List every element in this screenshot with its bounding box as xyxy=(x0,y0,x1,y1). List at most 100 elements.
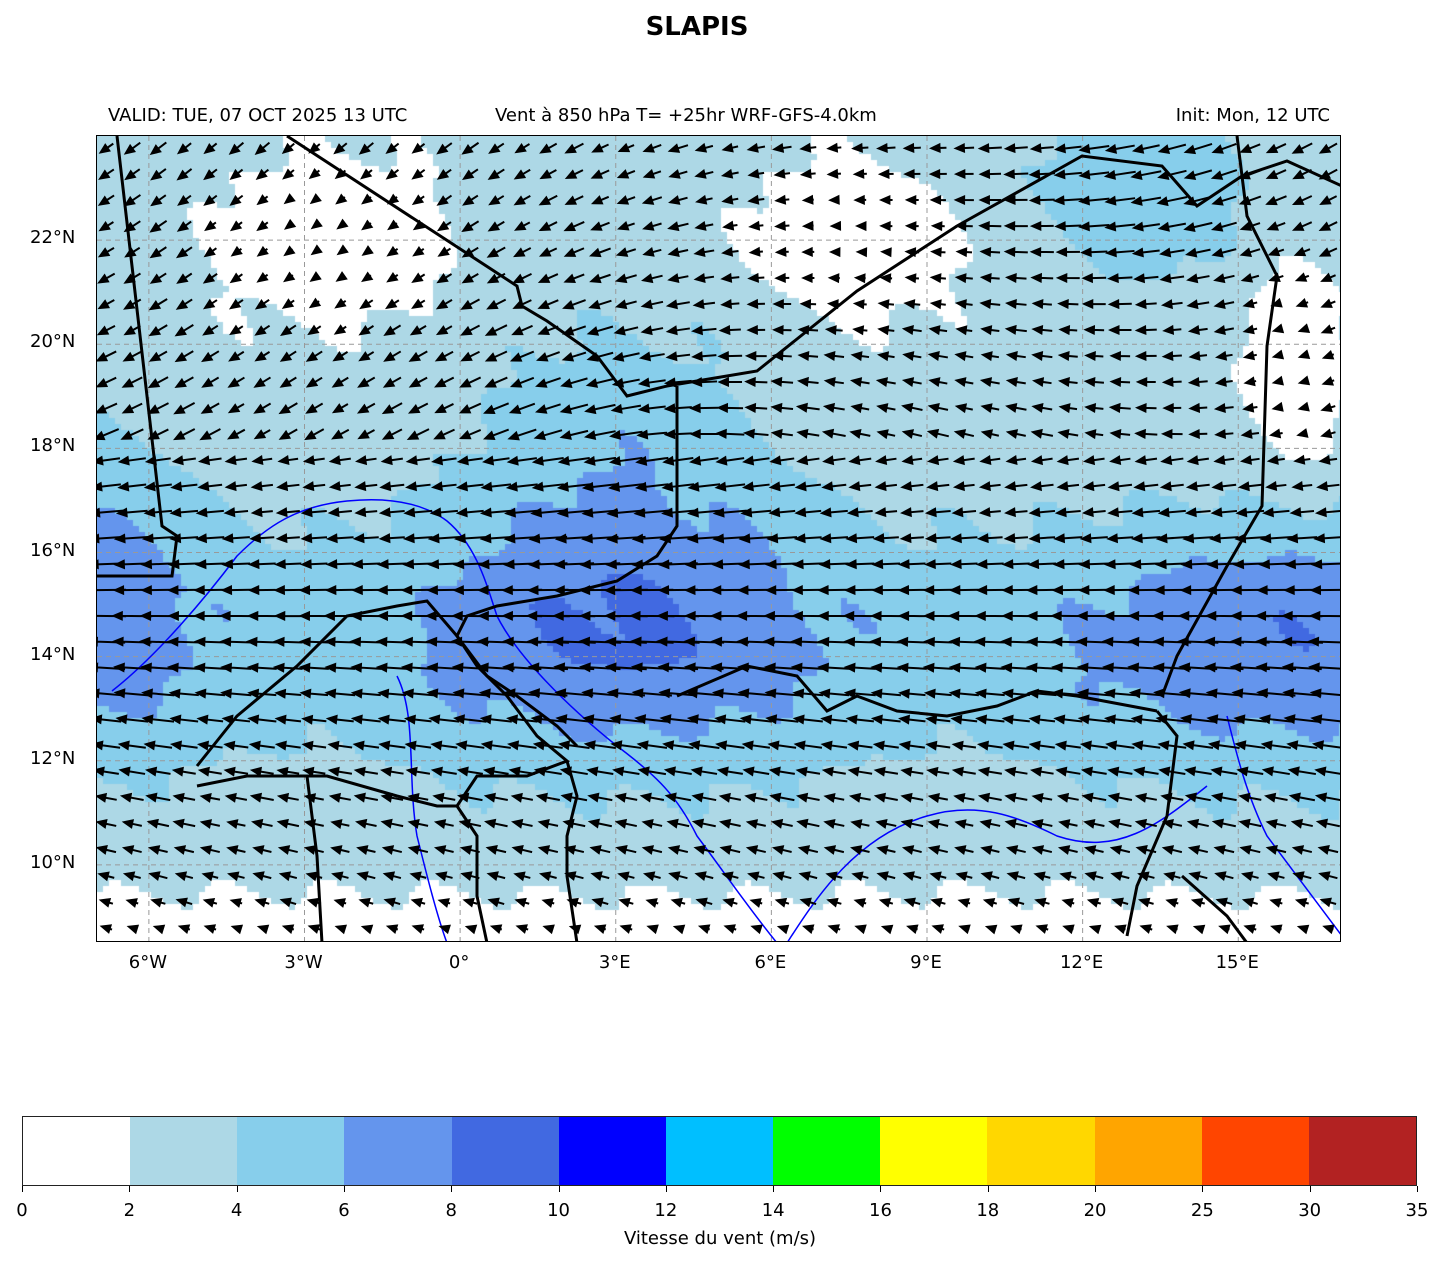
wind-vector xyxy=(1110,871,1130,881)
wind-vector xyxy=(828,194,840,205)
wind-vector xyxy=(612,351,640,362)
wind-vector xyxy=(875,455,897,466)
border-niger-nigeria xyxy=(676,664,1158,718)
wind-vector xyxy=(870,688,902,699)
wind-vector xyxy=(717,351,743,362)
wind-vector xyxy=(619,924,633,934)
wind-vector xyxy=(1264,792,1288,803)
wind-vector xyxy=(1027,688,1057,699)
wind-vector xyxy=(772,871,792,881)
wind-vector xyxy=(609,429,643,440)
wind-vector xyxy=(1308,610,1340,621)
wind-vector xyxy=(1061,898,1075,908)
wind-vector xyxy=(1182,740,1214,751)
wind-vector xyxy=(1130,714,1161,725)
wind-vector xyxy=(405,455,430,466)
wind-vector xyxy=(334,167,347,180)
wind-vector xyxy=(1056,481,1080,492)
wind-vector xyxy=(1291,221,1313,231)
wind-vector xyxy=(229,194,244,206)
wind-vector xyxy=(566,897,582,908)
colorbar-tick xyxy=(22,1186,23,1192)
wind-vector xyxy=(872,740,899,751)
wind-vector xyxy=(1105,247,1135,258)
wind-vector xyxy=(687,507,721,518)
wind-vector xyxy=(1215,897,1233,908)
wind-vector xyxy=(563,845,585,855)
wind-vector xyxy=(1107,792,1133,803)
wind-vector xyxy=(482,428,510,440)
wind-vector xyxy=(976,740,1003,751)
wind-vector xyxy=(1031,818,1053,829)
wind-vector xyxy=(1000,636,1032,647)
wind-vector xyxy=(176,272,193,284)
wind-vector xyxy=(562,818,586,829)
wind-vector xyxy=(874,481,898,492)
wind-vector xyxy=(302,481,326,492)
wind-vector xyxy=(506,714,538,725)
wind-vector xyxy=(818,688,850,699)
wind-vector xyxy=(974,688,1005,699)
wind-vector xyxy=(536,351,560,362)
wind-vector xyxy=(1155,714,1189,725)
wind-vector xyxy=(325,714,354,725)
wind-vector xyxy=(276,766,300,777)
wind-vector xyxy=(636,740,668,751)
wind-vector xyxy=(714,714,746,725)
wind-vector xyxy=(1029,143,1054,154)
wind-vector xyxy=(617,871,635,882)
wind-vector xyxy=(848,481,872,492)
wind-vector xyxy=(1107,299,1132,310)
wind-vector xyxy=(1243,376,1257,387)
wind-vector xyxy=(201,871,219,882)
wind-vector xyxy=(642,169,662,179)
wind-vector xyxy=(361,193,374,205)
wind-vector xyxy=(901,402,923,413)
wind-vector xyxy=(744,350,767,362)
wind-vector xyxy=(480,481,512,492)
wind-vector xyxy=(1292,168,1312,180)
wind-vector xyxy=(123,141,141,155)
wind-vector xyxy=(1156,196,1188,207)
wind-vector xyxy=(1238,792,1262,803)
wind-vector xyxy=(144,455,171,466)
wind-vector xyxy=(744,402,768,413)
wind-vector xyxy=(537,299,559,310)
wind-vector xyxy=(1265,845,1287,855)
wind-vector xyxy=(176,220,192,232)
wind-vector xyxy=(141,688,175,699)
wind-vector xyxy=(1134,325,1157,336)
wind-vector xyxy=(591,897,609,908)
wind-vector xyxy=(872,533,899,544)
wind-vector xyxy=(227,871,245,882)
wind-vector xyxy=(383,897,401,908)
wind-vector xyxy=(695,194,713,205)
wind-vector xyxy=(1001,714,1030,725)
wind-vector xyxy=(98,220,114,232)
wind-vector xyxy=(1211,818,1237,829)
wind-vector xyxy=(300,559,328,570)
wind-vector xyxy=(663,429,692,440)
wind-vector xyxy=(277,455,299,466)
wind-vector xyxy=(1058,819,1078,829)
wind-vector xyxy=(1108,402,1131,413)
wind-vector xyxy=(1159,273,1185,284)
wind-vector xyxy=(903,299,921,310)
wind-vector xyxy=(1211,143,1237,154)
wind-vector xyxy=(1005,351,1026,362)
wind-vector xyxy=(1183,143,1213,155)
wind-vector xyxy=(821,766,846,777)
wind-vector xyxy=(586,766,614,777)
wind-vector xyxy=(586,351,614,362)
wind-vector xyxy=(637,403,666,414)
wind-vector xyxy=(1134,818,1158,829)
wind-vector xyxy=(253,429,271,440)
wind-vector xyxy=(533,766,562,777)
wind-vector xyxy=(1031,793,1053,803)
wind-vector xyxy=(505,481,538,492)
wind-vector xyxy=(953,429,975,439)
wind-vector xyxy=(513,168,531,180)
wind-vector xyxy=(747,272,765,283)
wind-vector xyxy=(1054,221,1082,232)
x-tick-label: 3°E xyxy=(598,952,631,973)
